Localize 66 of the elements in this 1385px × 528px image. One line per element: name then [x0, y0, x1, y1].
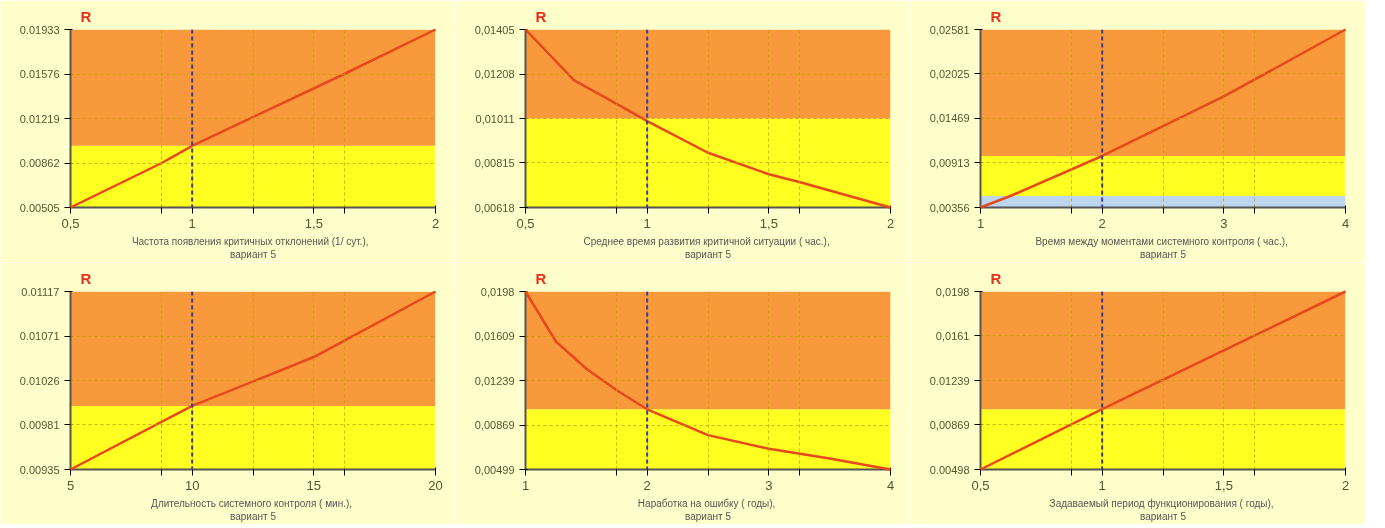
- y-tick-label: 0,02581: [929, 23, 970, 36]
- x-tick-label: 1,5: [304, 215, 323, 231]
- x-tick-label: 20: [428, 477, 443, 493]
- x-tick-label: 1,5: [759, 215, 778, 231]
- y-tick-label: 0.01117: [21, 285, 60, 298]
- y-tick-label: 0.01576: [19, 68, 60, 80]
- y-tick-label: 0,00869: [929, 418, 970, 431]
- y-axis-title: R: [535, 269, 547, 287]
- x-tick-label: 3: [1220, 215, 1228, 231]
- x-tick-label: 1: [643, 215, 651, 231]
- y-tick-label: 0.00935: [19, 463, 60, 476]
- y-tick-label: 0,02025: [929, 67, 970, 80]
- y-tick-label: 0,00618: [474, 201, 515, 214]
- y-tick-label: 0.01071: [19, 330, 60, 343]
- y-tick-label: 0.01219: [19, 112, 60, 125]
- y-axis-title: R: [80, 269, 92, 287]
- x-tick-label: 1: [188, 215, 196, 231]
- y-tick-label: 0,0161: [935, 329, 970, 342]
- x-axis-title: Частота появления критичных отклонений (1/ сут.), вариант 5: [131, 235, 369, 260]
- y-tick-label: 0.00981: [19, 418, 60, 431]
- x-tick-label: 3: [765, 477, 773, 493]
- y-tick-label: 0.01933: [19, 23, 60, 36]
- x-tick-label: 0,5: [61, 215, 80, 231]
- x-tick-label: 2: [886, 215, 895, 231]
- x-tick-label: 5: [66, 477, 75, 493]
- x-axis-title: Среднее время развития критичной ситуации ( час.), вариант 5: [583, 235, 830, 260]
- y-tick-label: 0,00913: [929, 156, 970, 169]
- y-tick-label: 0,0198: [935, 285, 970, 298]
- x-tick-label: 1,5: [1214, 477, 1233, 493]
- x-tick-label: 15: [306, 477, 322, 493]
- x-axis-title: Длительность системного контроля ( мин.), вариант 5: [151, 497, 353, 522]
- y-axis-title: R: [990, 269, 1002, 287]
- y-tick-label: 0,01239: [474, 374, 515, 387]
- y-tick-label: 0,01208: [474, 68, 515, 81]
- x-tick-label: 1: [976, 215, 985, 231]
- y-tick-label: 0,01609: [474, 330, 515, 343]
- x-tick-label: 1: [521, 477, 530, 493]
- x-axis-title: Наработка на ошибку ( годы), вариант 5: [637, 497, 776, 522]
- y-tick-label: 0,00869: [474, 419, 515, 432]
- y-tick-label: 0.01026: [19, 374, 60, 387]
- x-tick-label: 2: [431, 215, 440, 231]
- x-tick-label: 0,5: [516, 215, 535, 231]
- x-tick-label: 2: [643, 477, 651, 493]
- x-tick-label: 2: [1341, 477, 1350, 493]
- y-tick-label: 0,01011: [475, 112, 515, 125]
- x-tick-label: 4: [886, 477, 895, 493]
- x-axis-title: Задаваемый период функционирования ( годы), вариант 5: [1049, 497, 1274, 522]
- x-tick-label: 4: [1341, 215, 1350, 231]
- y-tick-label: 0.00862: [19, 157, 60, 169]
- x-tick-label: 0,5: [971, 477, 990, 493]
- y-tick-label: 0,01405: [474, 23, 515, 36]
- x-tick-label: 1: [1098, 477, 1106, 493]
- y-axis-title: R: [80, 7, 92, 25]
- y-tick-label: 0,00815: [474, 156, 515, 169]
- y-axis-title: R: [990, 7, 1002, 25]
- x-tick-label: 2: [1098, 215, 1106, 231]
- y-tick-label: 0,0198: [480, 285, 515, 298]
- y-axis-title: R: [535, 7, 547, 25]
- y-tick-label: 0,00499: [474, 463, 515, 476]
- x-axis-title: Время между моментами системного контроля ( час.), вариант 5: [1035, 235, 1288, 260]
- y-tick-label: 0,00356: [929, 201, 970, 214]
- x-tick-label: 10: [184, 477, 200, 493]
- y-tick-label: 0.00498: [929, 463, 970, 476]
- y-tick-label: 0,01469: [929, 112, 970, 125]
- y-tick-label: 0.01239: [929, 374, 970, 387]
- y-tick-label: 0.00505: [19, 201, 60, 214]
